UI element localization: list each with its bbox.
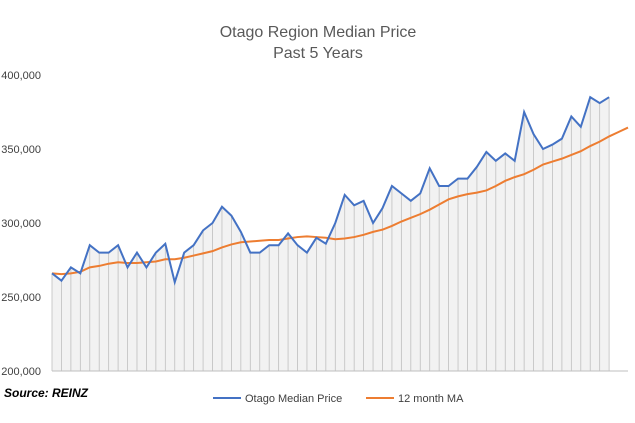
y-axis-tick-labels: 200,000 250,000 300,000 350,000 400,000 <box>1 70 41 378</box>
y-tick-label: 300,000 <box>1 218 41 230</box>
series-line-otago-median-price <box>51 95 610 286</box>
chart-title: Otago Region Median Price <box>220 24 417 41</box>
legend-label-12-month-ma: 12 month MA <box>398 393 464 405</box>
series-line-12-month-ma <box>51 126 629 276</box>
y-tick-label: 350,000 <box>1 144 41 156</box>
y-tick-label: 400,000 <box>1 70 41 82</box>
chart-subtitle: Past 5 Years <box>273 45 363 62</box>
plot-area <box>51 95 629 372</box>
legend: Otago Median Price 12 month MA <box>213 393 464 405</box>
source-note: Source: REINZ <box>4 386 89 400</box>
y-tick-label: 250,000 <box>1 292 41 304</box>
drop-lines <box>51 97 610 371</box>
legend-label-otago-median-price: Otago Median Price <box>245 393 342 405</box>
y-tick-label: 200,000 <box>1 366 41 378</box>
